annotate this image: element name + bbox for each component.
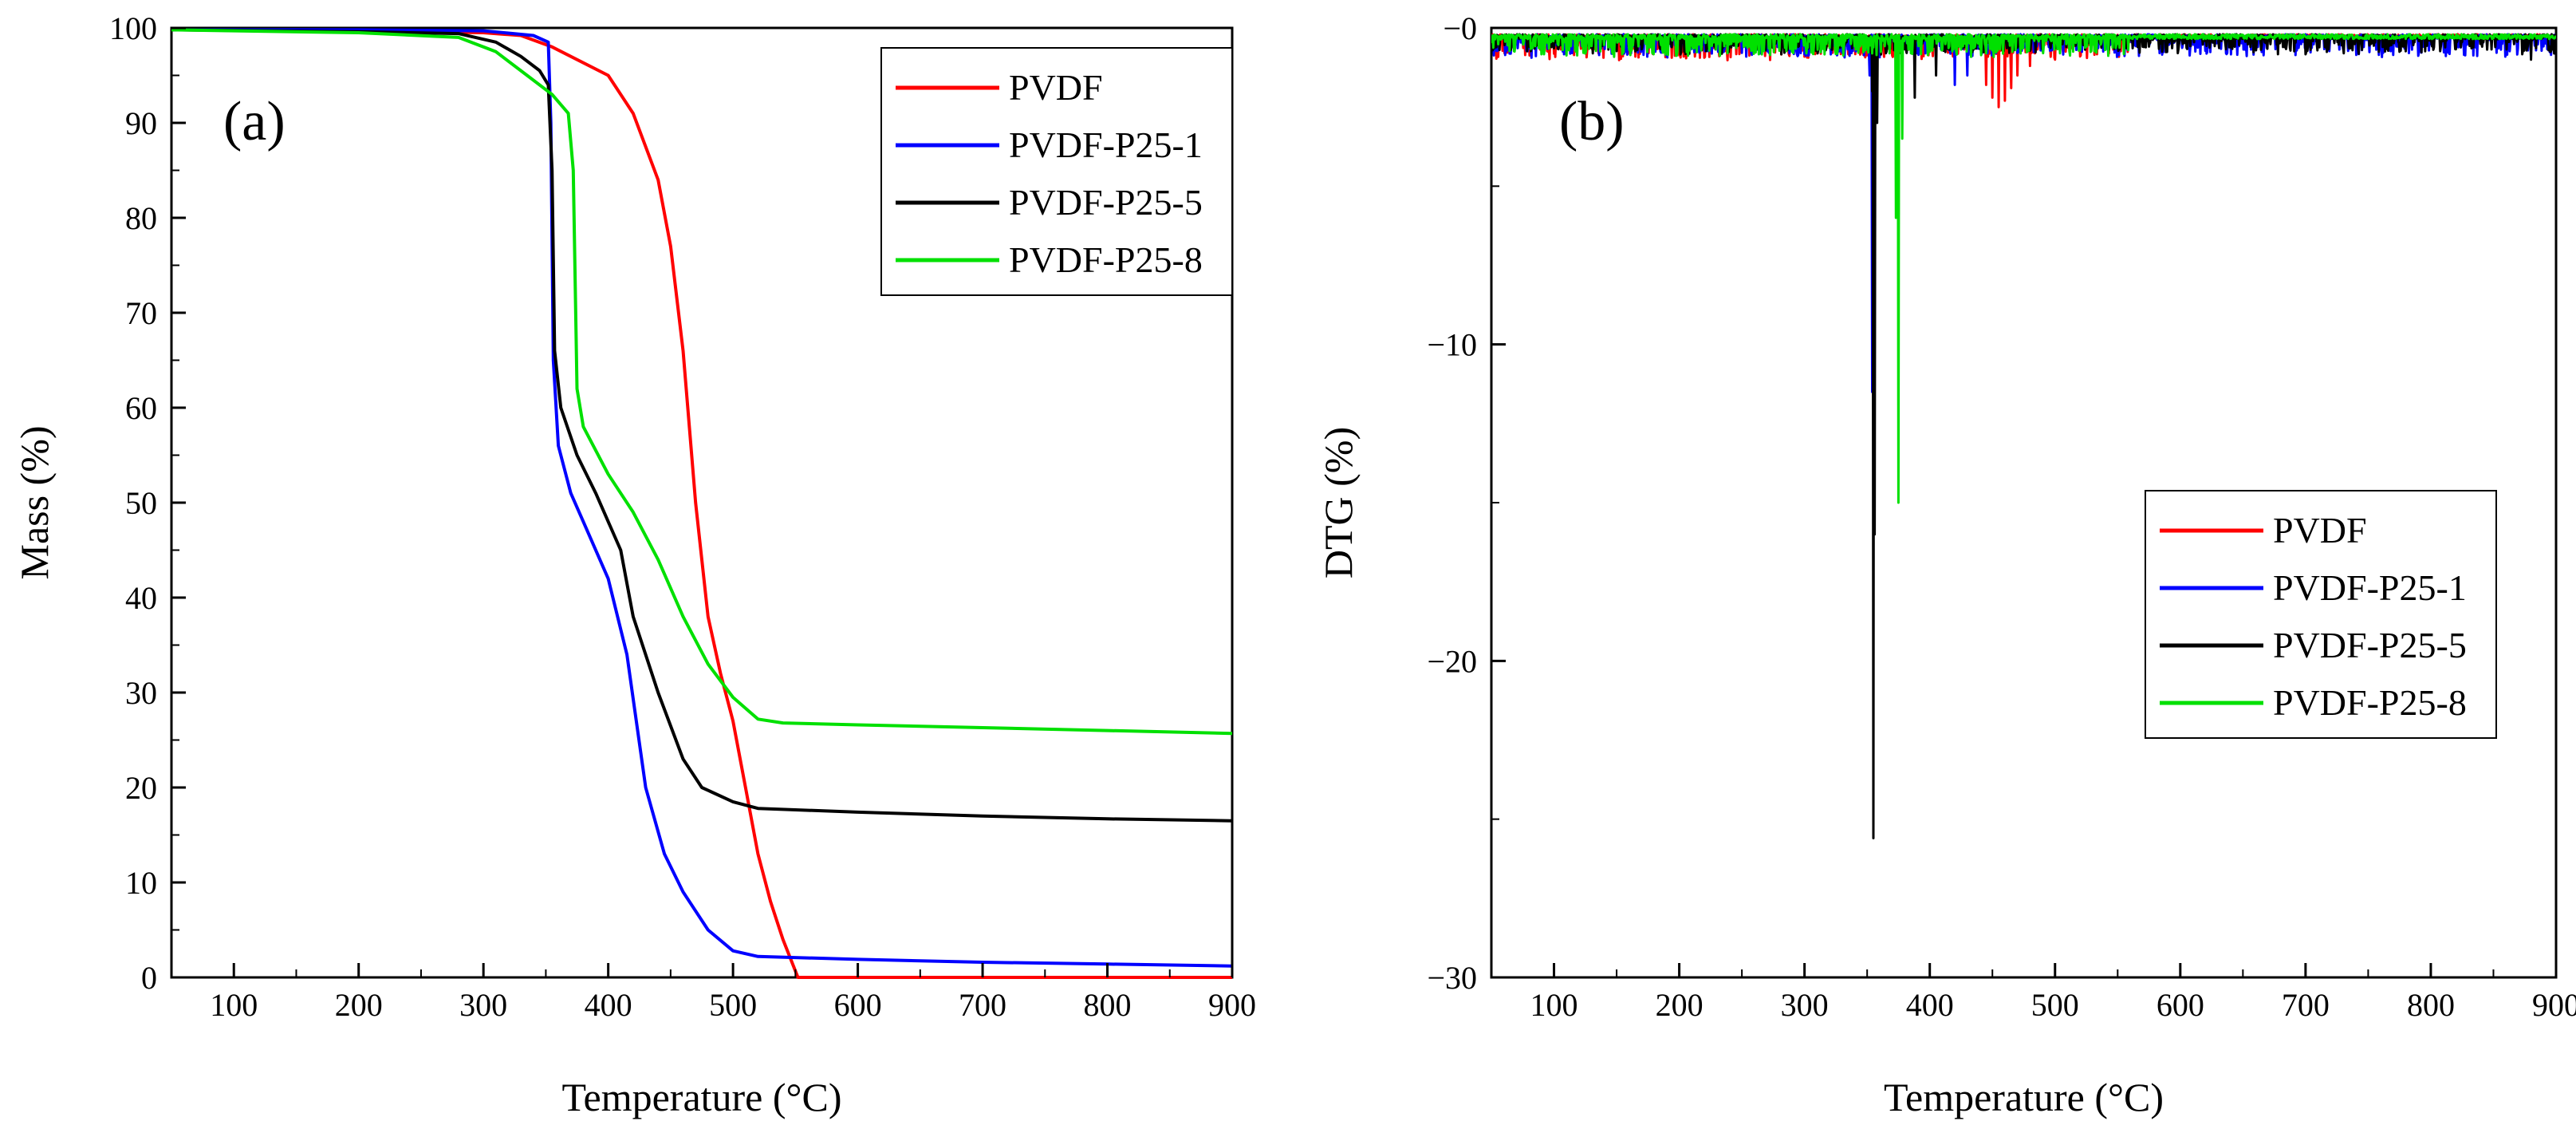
legend: PVDF PVDF-P25-1 PVDF-P25-5 PVDF-P25-8 <box>2145 490 2497 739</box>
x-tick-label: 600 <box>834 987 882 1023</box>
x-tick-label: 900 <box>1208 987 1256 1023</box>
x-tick-label: 700 <box>2282 987 2330 1023</box>
x-tick-label: 100 <box>210 987 258 1023</box>
x-tick-label: 400 <box>1906 987 1954 1023</box>
y-tick-label: 0 <box>141 960 157 996</box>
legend-label: PVDF-P25-1 <box>2273 567 2467 608</box>
legend-label: PVDF <box>1009 67 1103 108</box>
panel-a: 100 200 300 400 500 600 700 800 900 0 10 20 30 40 50 60… <box>12 10 1256 1119</box>
y-tick-label: 100 <box>109 10 157 46</box>
x-tick-label: 600 <box>2157 987 2204 1023</box>
legend: PVDF PVDF-P25-1 PVDF-P25-5 PVDF-P25-8 <box>880 47 1233 296</box>
y-tick-label: 80 <box>125 200 157 236</box>
y-tick-label: 30 <box>125 675 157 711</box>
legend-label: PVDF-P25-5 <box>2273 625 2467 665</box>
y-axis-title: DTG (%) <box>1316 427 1361 578</box>
y-tick-label: 10 <box>125 865 157 901</box>
series-line-pvdf <box>171 28 1232 979</box>
x-tick-label: 800 <box>2407 987 2455 1023</box>
y-tick-label: 50 <box>125 485 157 521</box>
y-tick-label: 60 <box>125 390 157 426</box>
x-tick-label: 800 <box>1084 987 1132 1023</box>
x-tick-label: 200 <box>1656 987 1704 1023</box>
panel-label: (a) <box>223 91 286 152</box>
x-axis-title: Temperature (°C) <box>561 1075 841 1119</box>
x-tick-label: 300 <box>1781 987 1829 1023</box>
y-tick-label: 90 <box>125 105 157 141</box>
legend-label: PVDF <box>2273 510 2367 551</box>
y-tick-label: −10 <box>1427 327 1477 363</box>
y-tick-label: 70 <box>125 295 157 331</box>
y-tick-label: 40 <box>125 580 157 616</box>
x-tick-label: 900 <box>2532 987 2576 1023</box>
panel-b: 100 200 300 400 500 600 700 800 900 −30 −20 −10 −0 Te… <box>1316 10 2576 1119</box>
x-tick-label: 500 <box>709 987 757 1023</box>
legend-label: PVDF-P25-8 <box>2273 682 2467 723</box>
y-axis-title: Mass (%) <box>12 425 57 579</box>
y-tick-label: −30 <box>1427 960 1477 996</box>
x-tick-label: 700 <box>959 987 1006 1023</box>
x-axis-title: Temperature (°C) <box>1884 1075 2164 1119</box>
legend-label: PVDF-P25-1 <box>1009 124 1203 165</box>
series-line-pvdf-p25-8 <box>171 28 1232 736</box>
x-tick-label: 200 <box>335 987 383 1023</box>
legend-label: PVDF-P25-8 <box>1009 239 1203 280</box>
x-tick-label: 500 <box>2031 987 2079 1023</box>
y-tick-label: −0 <box>1443 10 1477 46</box>
panel-label: (b) <box>1559 91 1625 152</box>
y-tick-label: −20 <box>1427 643 1477 679</box>
x-tick-label: 100 <box>1530 987 1578 1023</box>
x-tick-label: 300 <box>459 987 507 1023</box>
x-tick-label: 400 <box>585 987 632 1023</box>
legend-label: PVDF-P25-5 <box>1009 182 1203 223</box>
series-line-pvdf-p25-8 <box>1491 33 2556 504</box>
series-line-pvdf-p25-5 <box>171 28 1232 823</box>
plot-area <box>171 28 1232 979</box>
series-line-pvdf-p25-1 <box>171 28 1232 968</box>
y-tick-label: 20 <box>125 770 157 806</box>
plot-area <box>1491 33 2556 839</box>
